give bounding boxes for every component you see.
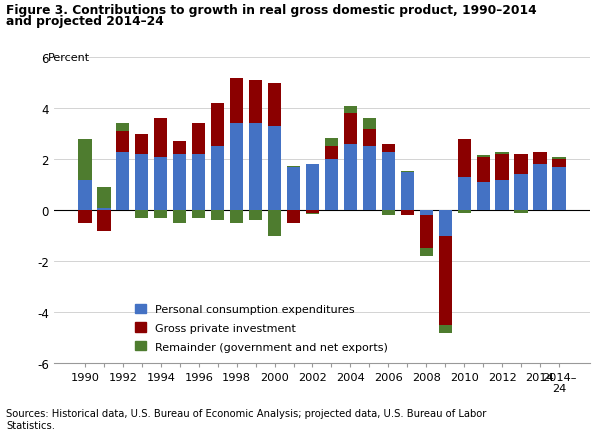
Bar [173,211,186,224]
Bar [420,211,433,216]
Bar [477,183,490,211]
Bar [515,155,528,175]
Bar [268,127,281,211]
Bar [211,147,224,211]
Bar [287,211,300,224]
Bar [211,211,224,221]
Text: Sources: Historical data, U.S. Bureau of Economic Analysis; projected data, U.S.: Sources: Historical data, U.S. Bureau of… [6,408,486,430]
Bar [249,124,262,211]
Text: Percent: Percent [48,52,90,62]
Bar [192,211,205,218]
Bar [401,172,414,211]
Bar [78,139,92,180]
Bar [154,211,167,218]
Legend: Personal consumption expenditures, Gross private investment, Remainder (governme: Personal consumption expenditures, Gross… [135,304,388,352]
Bar [515,211,528,213]
Bar [552,160,565,167]
Bar [344,114,357,144]
Bar [211,104,224,147]
Bar [552,157,565,160]
Bar [438,211,452,236]
Bar [230,78,243,124]
Bar [97,188,111,208]
Bar [173,142,186,155]
Bar [135,134,149,155]
Bar [287,167,300,211]
Bar [78,180,92,211]
Bar [116,124,129,132]
Bar [363,147,376,211]
Bar [344,144,357,211]
Bar [382,144,395,152]
Bar [306,211,319,213]
Bar [306,165,319,211]
Bar [78,211,92,224]
Bar [477,157,490,183]
Bar [325,147,338,160]
Bar [458,139,471,178]
Bar [325,138,338,147]
Bar [135,211,149,218]
Bar [438,325,452,333]
Bar [382,211,395,216]
Bar [135,155,149,211]
Bar [154,119,167,157]
Bar [458,178,471,211]
Bar [306,213,319,215]
Bar [363,119,376,129]
Bar [401,211,414,216]
Bar [249,211,262,221]
Bar [458,211,471,213]
Bar [268,211,281,236]
Bar [420,216,433,249]
Bar [97,208,111,211]
Bar [495,180,509,211]
Bar [287,166,300,167]
Bar [192,155,205,211]
Bar [230,124,243,211]
Bar [97,211,111,231]
Bar [325,160,338,211]
Bar [116,132,129,152]
Bar [344,106,357,114]
Text: Figure 3. Contributions to growth in real gross domestic product, 1990–2014: Figure 3. Contributions to growth in rea… [6,4,537,17]
Text: and projected 2014–24: and projected 2014–24 [6,15,164,28]
Bar [268,83,281,127]
Bar [495,152,509,155]
Bar [552,167,565,211]
Bar [230,211,243,224]
Bar [173,155,186,211]
Bar [116,152,129,211]
Bar [438,236,452,325]
Bar [533,165,547,211]
Bar [249,81,262,124]
Bar [401,171,414,172]
Bar [192,124,205,155]
Bar [420,249,433,256]
Bar [495,155,509,180]
Bar [382,152,395,211]
Bar [363,129,376,147]
Bar [154,157,167,211]
Bar [515,175,528,211]
Bar [477,156,490,157]
Bar [533,152,547,165]
